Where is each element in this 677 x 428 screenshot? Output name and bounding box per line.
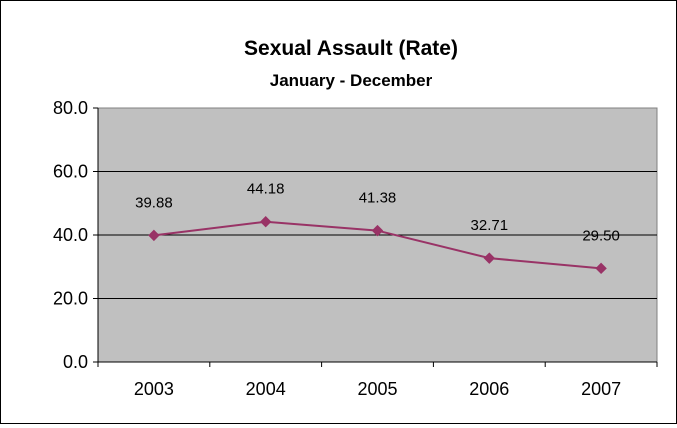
data-label: 41.38 [359,190,397,207]
y-tick-label: 60.0 [53,162,88,182]
data-label: 29.50 [582,227,620,244]
x-tick-label: 2004 [246,379,286,399]
data-point-marker [148,229,160,242]
data-label: 32.71 [471,217,509,234]
x-tick-label: 2005 [357,379,397,399]
data-point-marker [259,216,272,228]
y-tick-label: 20.0 [53,289,88,309]
data-point-marker [371,224,384,237]
y-tick-labels: 0.0 20.0 40.0 60.0 80.0 [53,98,88,372]
series-group [148,216,607,275]
x-tick-label: 2007 [581,379,621,399]
data-point-marker [595,262,607,275]
y-tick-label: 80.0 [53,98,88,118]
x-tick-label: 2006 [469,379,509,399]
data-labels: 39.88 44.18 41.38 32.71 29.50 [135,181,620,245]
x-tick-label: 2003 [134,379,174,399]
chart-title: Sexual Assault (Rate) [244,37,458,60]
y-tick-label: 40.0 [53,225,88,245]
data-label: 44.18 [247,181,285,198]
y-tick-label: 0.0 [63,352,88,372]
axes [93,107,658,367]
x-tick-labels: 2003 2004 2005 2006 2007 [134,379,621,399]
chart-subtitle: January - December [270,71,433,90]
data-label: 39.88 [135,194,173,211]
data-point-marker [483,252,496,264]
